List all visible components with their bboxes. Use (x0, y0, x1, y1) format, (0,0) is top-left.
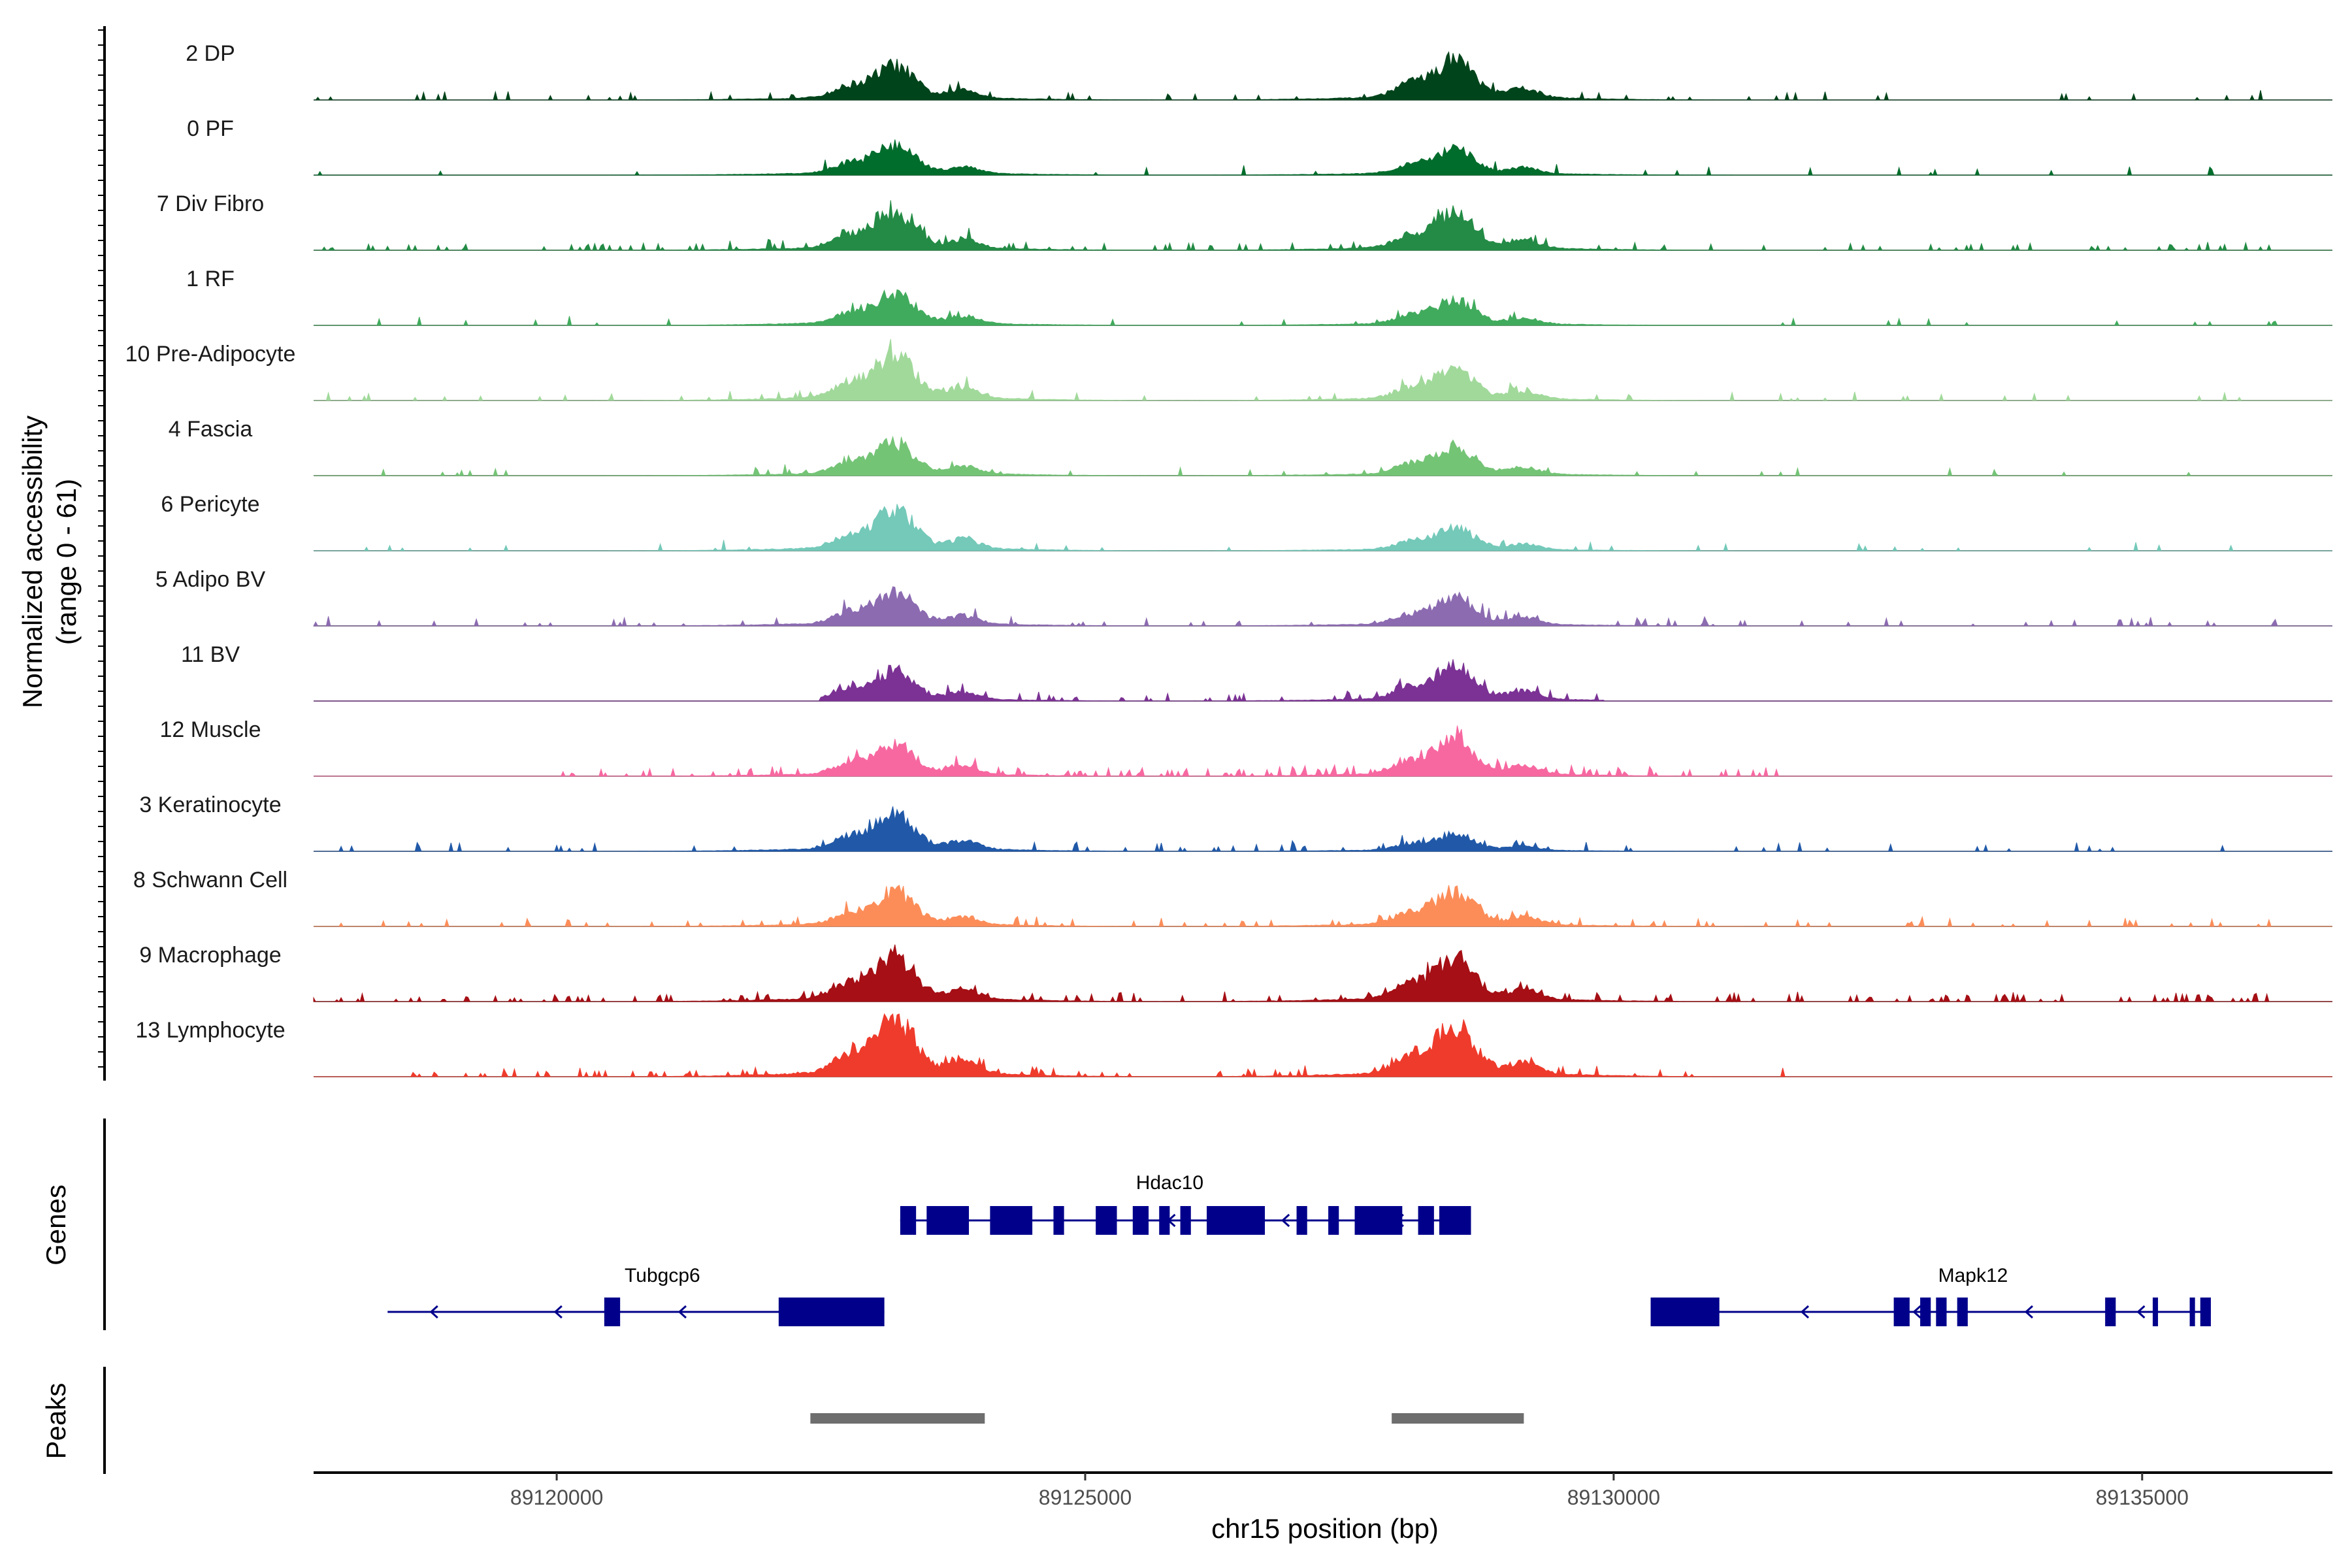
strand-arrow (1800, 1305, 1810, 1319)
gene-exon (1207, 1206, 1266, 1235)
gene-exon (1439, 1206, 1471, 1235)
gene-exon (604, 1298, 621, 1326)
track-signal (314, 806, 2332, 853)
gene-exon (2189, 1298, 2195, 1326)
track-label: 13 Lymphocyte (135, 1018, 285, 1043)
track-signal (314, 51, 2332, 101)
track-4-fascia: 4 Fascia (169, 417, 2332, 477)
track-6-pericyte: 6 Pericyte (161, 492, 2332, 551)
gene-exon (2105, 1298, 2116, 1326)
track-signal (314, 659, 2332, 702)
genes-layer: Hdac10 Tubgcp6 Mapk12 (387, 1172, 2211, 1326)
gene-mapk12: Mapk12 (1650, 1265, 2211, 1326)
track-label: 1 RF (186, 267, 235, 291)
gene-exon (1650, 1298, 1720, 1326)
gene-exon (1296, 1206, 1307, 1235)
y-axis-title-line2: (range 0 - 61) (51, 479, 82, 645)
x-tick-label: 89130000 (1567, 1486, 1660, 1509)
strand-arrow (1912, 1305, 1921, 1319)
gene-exon (1159, 1206, 1170, 1235)
strand-arrow (553, 1305, 563, 1319)
peak-region (1392, 1413, 1524, 1424)
track-signal (314, 139, 2332, 176)
gene-exon (778, 1298, 885, 1326)
track-label: 0 PF (187, 116, 234, 141)
track-2-dp: 2 DP (186, 41, 2332, 101)
track-10-pre-adipocyte: 10 Pre-Adipocyte (125, 338, 2332, 402)
track-signal (314, 885, 2332, 928)
track-label: 10 Pre-Adipocyte (125, 342, 296, 367)
track-3-keratinocyte: 3 Keratinocyte (139, 792, 2332, 853)
track-label: 8 Schwann Cell (133, 868, 287, 892)
strand-arrow (1281, 1213, 1290, 1228)
track-1-rf: 1 RF (186, 267, 2332, 326)
gene-exon (1920, 1298, 1931, 1326)
gene-exon (1328, 1206, 1339, 1235)
track-signal (314, 435, 2332, 477)
gene-exon (2152, 1298, 2159, 1326)
gene-label: Tubgcp6 (625, 1265, 700, 1286)
gene-exon (1893, 1298, 1910, 1326)
track-signal (314, 1013, 2332, 1078)
strand-arrow (678, 1305, 687, 1319)
x-tick-label: 89125000 (1039, 1486, 1132, 1509)
gene-exon (2200, 1298, 2211, 1326)
x-tick-label: 89135000 (2096, 1486, 2189, 1509)
x-axis-title: chr15 position (bp) (1211, 1513, 1439, 1544)
track-label: 12 Muscle (160, 717, 261, 742)
gene-exon (926, 1206, 970, 1235)
peaks-panel-title: Peaks (41, 1383, 71, 1460)
gene-exon (1096, 1206, 1117, 1235)
genes-panel-title: Genes (41, 1184, 71, 1266)
strand-arrow (2136, 1305, 2146, 1319)
gene-exon (990, 1206, 1033, 1235)
track-signal (314, 504, 2332, 551)
track-12-muscle: 12 Muscle (160, 717, 2332, 777)
gene-exon (1180, 1206, 1191, 1235)
peak-region (810, 1413, 985, 1424)
gene-exon (1957, 1298, 1968, 1326)
gene-hdac10: Hdac10 (900, 1172, 1471, 1235)
track-9-macrophage: 9 Macrophage (139, 943, 2332, 1003)
peaks-layer (810, 1413, 1524, 1424)
track-signal (314, 200, 2332, 252)
track-label: 9 Macrophage (139, 943, 281, 968)
axes-layer (98, 26, 106, 1474)
gene-exon (1418, 1206, 1434, 1235)
gene-label: Hdac10 (1136, 1172, 1203, 1194)
gene-label: Mapk12 (1938, 1265, 2008, 1286)
track-label: 7 Div Fibro (157, 191, 264, 216)
track-signal (314, 289, 2332, 326)
track-0-pf: 0 PF (187, 116, 2332, 176)
track-label: 11 BV (181, 642, 240, 667)
track-13-lymphocyte: 13 Lymphocyte (135, 1013, 2332, 1078)
track-signal (313, 944, 2332, 1003)
gene-exon (1053, 1206, 1064, 1235)
y-axis-title-line1: Normalized accessibility (17, 416, 48, 708)
x-axis: 89120000 89125000 89130000 89135000 (314, 1471, 2332, 1509)
track-label: 6 Pericyte (161, 492, 259, 517)
track-5-adipo-bv: 5 Adipo BV (155, 567, 2332, 627)
gene-exon (900, 1206, 917, 1235)
track-8-schwann-cell: 8 Schwann Cell (133, 868, 2332, 928)
gene-tubgcp6: Tubgcp6 (387, 1265, 885, 1326)
gene-exon (1936, 1298, 1947, 1326)
track-label: 2 DP (186, 41, 235, 66)
x-tick-label: 89120000 (510, 1486, 603, 1509)
track-label: 4 Fascia (169, 417, 253, 442)
track-11-bv: 11 BV (181, 642, 2332, 702)
tracks-layer: 2 DP 0 PF 7 Div Fibro 1 RF 10 Pre-Adipocyte 4… (125, 41, 2332, 1078)
gene-exon (1132, 1206, 1149, 1235)
strand-arrow (2024, 1305, 2034, 1319)
track-label: 3 Keratinocyte (139, 792, 281, 817)
track-signal (314, 338, 2332, 402)
track-label: 5 Adipo BV (155, 567, 266, 592)
strand-arrow (429, 1305, 438, 1319)
track-signal (313, 586, 2332, 627)
track-signal (314, 725, 2332, 777)
gene-exon (1354, 1206, 1403, 1235)
track-7-div-fibro: 7 Div Fibro (157, 191, 2332, 252)
